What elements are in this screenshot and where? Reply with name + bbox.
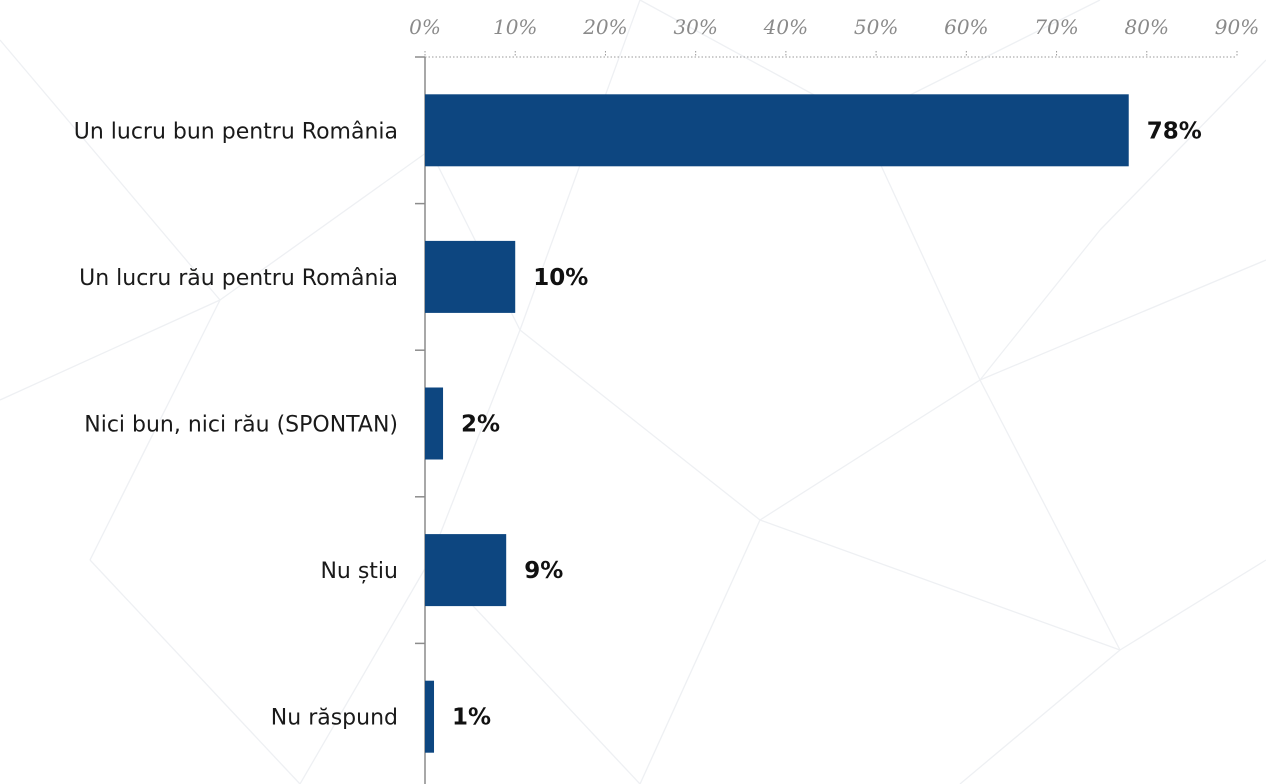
- category-label: Nu răspund: [271, 706, 398, 731]
- bar: [425, 680, 435, 753]
- category-label: Un lucru bun pentru România: [74, 119, 398, 144]
- x-tick-label: 50%: [854, 15, 898, 39]
- x-tick-label: 10%: [493, 15, 537, 39]
- category-label: Un lucru rău pentru România: [79, 266, 398, 291]
- x-tick-label: 60%: [944, 15, 988, 39]
- x-tick-label: 0%: [409, 15, 441, 39]
- x-tick-label: 90%: [1215, 15, 1259, 39]
- bar: [425, 94, 1129, 167]
- value-labels: 78% 10% 2% 9% 1%: [452, 118, 1202, 730]
- category-label: Nici bun, nici rău (SPONTAN): [84, 413, 398, 438]
- value-label: 2%: [461, 412, 500, 438]
- x-tick-label: 70%: [1034, 15, 1078, 39]
- value-label: 1%: [452, 705, 491, 731]
- x-tick-label: 30%: [673, 15, 717, 39]
- value-label: 78%: [1147, 118, 1202, 144]
- x-axis: 0% 10% 20% 30% 40% 50% 60% 70% 80% 90%: [409, 15, 1259, 57]
- bars: [425, 94, 1129, 753]
- value-label: 9%: [524, 558, 563, 584]
- bar: [425, 240, 516, 313]
- category-label: Nu știu: [320, 559, 398, 584]
- bar: [425, 534, 507, 607]
- category-labels: Un lucru bun pentru România Un lucru rău …: [74, 119, 398, 730]
- value-label: 10%: [533, 265, 588, 291]
- x-tick-label: 80%: [1125, 15, 1169, 39]
- x-tick-label: 40%: [763, 15, 808, 39]
- x-tick-label: 20%: [582, 15, 627, 39]
- y-axis-ticks: [415, 56, 425, 645]
- bar: [425, 387, 444, 460]
